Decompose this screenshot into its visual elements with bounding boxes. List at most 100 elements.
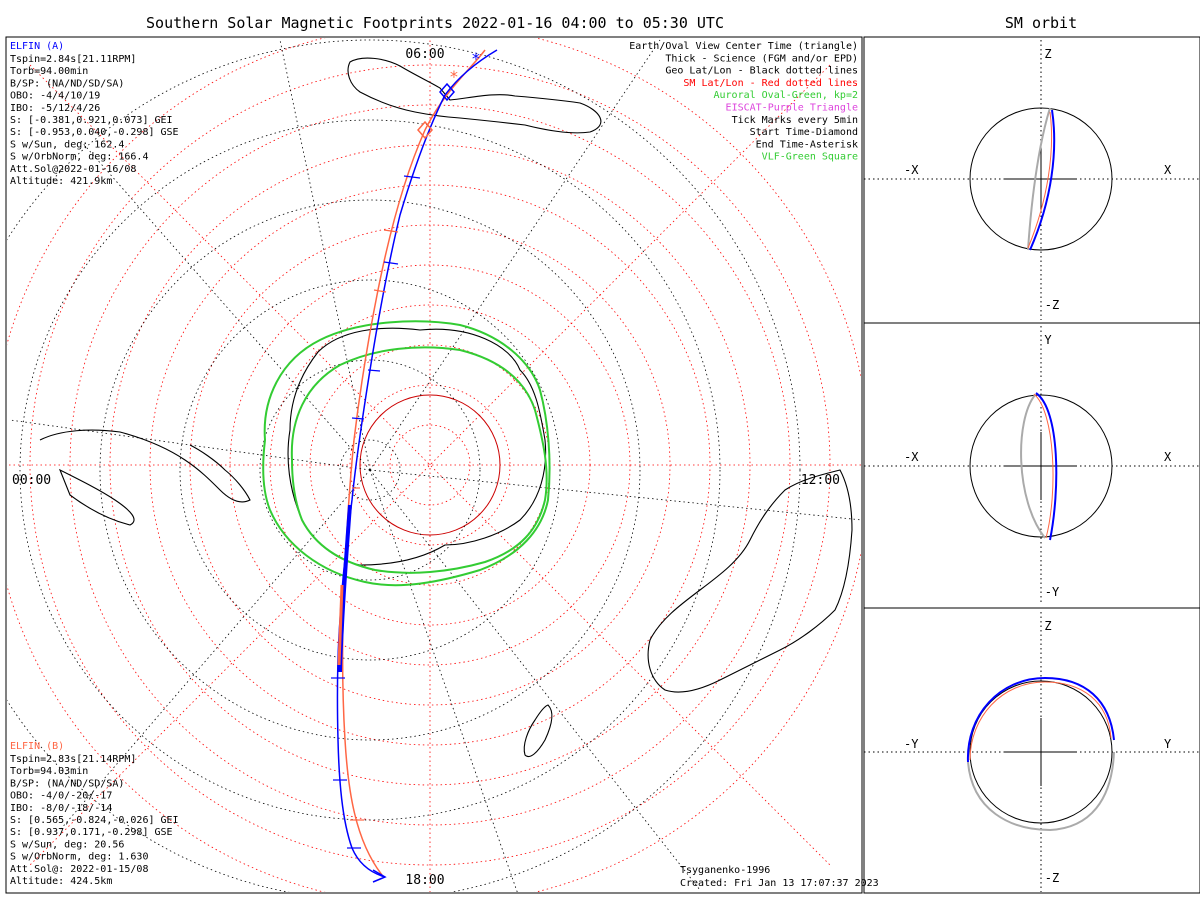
legend-entry: End Time-Asterisk (756, 139, 858, 150)
elfin-a-info-line: OBO: -4/4/10/19 (10, 91, 100, 102)
elfin-a-tick-marks (331, 175, 421, 849)
legend-entry: Thick - Science (FGM and/or EPD) (665, 53, 858, 64)
orbit-column-frame (863, 36, 1200, 894)
elfin-b-start-diamond (417, 120, 433, 140)
elfin-b-info-line: Torb=94.03min (10, 766, 88, 777)
elfin-a-info-line: IBO: -5/12/4/26 (10, 103, 100, 114)
panel-3-up-label: Z (1044, 619, 1051, 633)
legend-entry: Start Time-Diamond (750, 127, 858, 138)
legend-entry: EISCAT-Purple Triangle (726, 103, 858, 114)
panel-3-down-label: -Z (1045, 871, 1059, 885)
hour-label-left: 00:00 (12, 473, 51, 488)
panel-1-orbit-b (1027, 111, 1052, 249)
created-label: Created: Fri Jan 13 17:07:37 2023 (680, 878, 879, 889)
panel-1-orbit-gray (1027, 107, 1051, 251)
elfin-b-info-line: OBO: -4/0/-20/-17 (10, 791, 112, 802)
panel-1-up-label: Z (1044, 47, 1051, 61)
legend-entry: VLF-Green Square (762, 152, 858, 163)
map-frame (5, 36, 863, 894)
panel-3-left-label: -Y (904, 737, 919, 751)
elfin-b-info-line: B/SP: (NA/ND/SD/SA) (10, 778, 124, 789)
elfin-b-info-line: Altitude: 424.5km (10, 876, 112, 887)
elfin-b-header: ELFIN (B) (10, 741, 64, 752)
elfin-b-info-line: IBO: -8/0/-18/-14 (10, 803, 112, 814)
sm-inner-circle (359, 394, 501, 536)
legend: Earth/Oval View Center Time (triangle)Th… (629, 41, 858, 163)
elfin-b-info-line: S w/OrbNorm, deg: 1.630 (10, 852, 148, 863)
polar-map: * * (7, 38, 861, 892)
panel-2-orbit-gray (1020, 394, 1046, 539)
auroral-oval-inner (290, 346, 548, 574)
panel-1-orbit-a (1029, 109, 1056, 251)
hour-label-top: 06:00 (405, 47, 444, 62)
elfin-b-info-line: S: [0.565,-0.824,-0.026] GEI (10, 815, 179, 826)
elfin-a-lines: Tspin=2.84s[21.11RPM]Torb=94.00minB/SP: … (10, 54, 179, 187)
elfin-a-info-line: S: [-0.953,0.040,-0.298] GSE (10, 127, 179, 138)
panel-1-earth (969, 107, 1113, 251)
elfin-b-tick-marks (350, 229, 399, 821)
elfin-b-info: ELFIN (B) Tspin=2.83s[21.14RPM]Torb=94.0… (10, 741, 179, 887)
elfin-b-info-line: S: [0.937,0.171,-0.298] GSE (10, 827, 173, 838)
elfin-a-info: ELFIN (A) Tspin=2.84s[21.11RPM]Torb=94.0… (10, 41, 179, 187)
panel-2-down-label: -Y (1045, 585, 1060, 599)
orbit-panel-xz: Z -Z -X X (864, 40, 1200, 320)
elfin-a-info-line: Att.Sol@2022-01-16/08 (10, 164, 136, 175)
auroral-oval-outer (262, 320, 551, 587)
panel-2-earth (969, 394, 1113, 538)
orbit-panel-xy: Y -Y -X X (864, 326, 1200, 605)
orbit-title: SM orbit (1005, 14, 1077, 32)
elfin-a-start-diamond (439, 82, 455, 102)
elfin-b-track (341, 49, 486, 876)
panel-2-right-label: X (1164, 450, 1172, 464)
antarctica-coast (287, 327, 547, 566)
panel-3-right-label: Y (1164, 737, 1172, 751)
elfin-b-info-line: S w/Sun, deg: 20.56 (10, 839, 124, 850)
elfin-a-info-line: Altitude: 421.9km (10, 176, 112, 187)
orbit-panels: Z -Z -X X Y -Y -X X (864, 40, 1200, 892)
elfin-b-info-line: Att.Sol@: 2022-01-15/08 (10, 864, 148, 875)
panel-1-right-label: X (1164, 163, 1172, 177)
elfin-a-track (336, 49, 498, 878)
elfin-a-end-asterisk: * (471, 49, 481, 68)
panel-2-up-label: Y (1044, 333, 1052, 347)
madagascar-coast (58, 468, 135, 526)
elfin-a-info-line: S w/OrbNorm, deg: 166.4 (10, 152, 148, 163)
elfin-b-lines: Tspin=2.83s[21.14RPM]Torb=94.03minB/SP: … (10, 754, 179, 887)
panel-1-left-label: -X (904, 163, 919, 177)
panel-2-left-label: -X (904, 450, 919, 464)
panel-3-orbit-gray (967, 751, 1115, 832)
africa-coast (39, 429, 251, 503)
elfin-b-science-segment (337, 584, 344, 666)
panel-3-orbit-a (966, 676, 1115, 763)
new-zealand-coast (523, 704, 553, 758)
elfin-a-header: ELFIN (A) (10, 41, 64, 52)
panel-2-orbit-b (1033, 393, 1054, 539)
elfin-a-info-line: S: [-0.381,0.921,0.073] GEI (10, 115, 173, 126)
elfin-b-end-asterisk: * (449, 67, 459, 86)
legend-entry: Earth/Oval View Center Time (triangle) (629, 41, 858, 52)
geo-grid (7, 39, 861, 892)
australia-coast (647, 469, 853, 693)
elfin-a-info-line: S w/Sun, deg: 162.4 (10, 139, 124, 150)
panel-1-down-label: -Z (1045, 298, 1059, 312)
panel-2-orbit-a (1035, 392, 1058, 541)
main-title: Southern Solar Magnetic Footprints 2022-… (146, 14, 724, 32)
orbit-panel-yz: Z -Z -Y Y (864, 612, 1200, 892)
elfin-b-info-line: Tspin=2.83s[21.14RPM] (10, 754, 136, 765)
hour-label-bottom: 18:00 (405, 873, 444, 888)
south-america-coast (347, 57, 602, 134)
legend-entry: Geo Lat/Lon - Black dotted lines (665, 66, 858, 77)
panel-3-orbit-b (969, 681, 1112, 761)
legend-entry: SM Lat/Lon - Red dotted lines (683, 78, 858, 89)
hour-label-right: 12:00 (801, 473, 840, 488)
legend-entry: Tick Marks every 5min (732, 115, 858, 126)
elfin-a-arrow (372, 869, 387, 883)
legend-entry: Auroral Oval-Green, kp=2 (714, 90, 859, 101)
elfin-a-info-line: B/SP: (NA/ND/SD/SA) (10, 78, 124, 89)
elfin-a-info-line: Torb=94.00min (10, 66, 88, 77)
model-label: Tsyganenko-1996 (680, 865, 770, 876)
elfin-a-info-line: Tspin=2.84s[21.11RPM] (10, 54, 136, 65)
coastlines (39, 57, 853, 758)
